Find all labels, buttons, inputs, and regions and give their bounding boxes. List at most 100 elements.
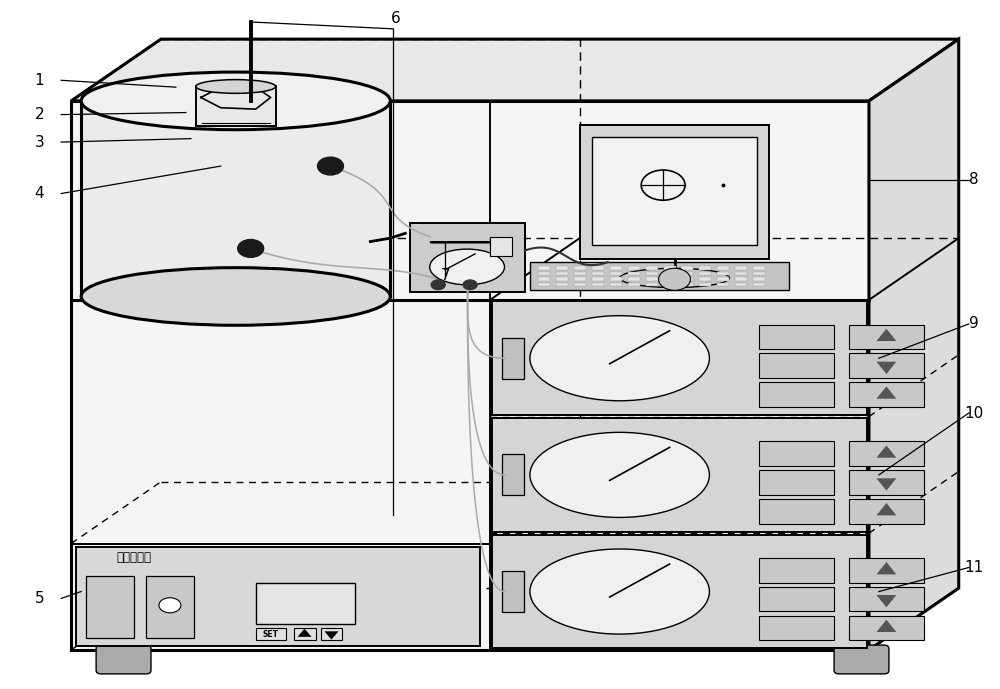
FancyBboxPatch shape [681,266,693,269]
FancyBboxPatch shape [86,576,134,637]
Ellipse shape [81,72,390,130]
FancyBboxPatch shape [502,571,524,612]
FancyBboxPatch shape [256,628,286,640]
Polygon shape [324,631,338,639]
Text: 恒温水浴锅: 恒温水浴锅 [116,551,151,564]
FancyBboxPatch shape [759,382,834,407]
FancyBboxPatch shape [717,266,729,269]
FancyBboxPatch shape [592,282,604,286]
Polygon shape [876,362,896,374]
FancyBboxPatch shape [256,583,355,624]
FancyBboxPatch shape [538,282,550,286]
FancyBboxPatch shape [681,271,693,275]
FancyBboxPatch shape [196,87,276,126]
FancyBboxPatch shape [735,271,747,275]
Polygon shape [869,39,959,650]
FancyBboxPatch shape [96,645,151,674]
Polygon shape [876,478,896,491]
FancyBboxPatch shape [849,470,924,495]
FancyBboxPatch shape [556,271,568,275]
FancyBboxPatch shape [664,266,676,269]
FancyBboxPatch shape [320,628,342,640]
FancyBboxPatch shape [849,587,924,611]
Text: 6: 6 [390,11,400,26]
FancyBboxPatch shape [574,266,586,269]
FancyBboxPatch shape [849,353,924,378]
Polygon shape [876,595,896,607]
Text: 8: 8 [969,172,978,187]
FancyBboxPatch shape [592,137,757,245]
Polygon shape [876,445,896,457]
FancyBboxPatch shape [849,441,924,466]
Polygon shape [876,503,896,515]
Text: 9: 9 [969,316,979,331]
FancyBboxPatch shape [490,237,512,256]
FancyBboxPatch shape [735,277,747,280]
FancyBboxPatch shape [759,558,834,583]
Text: 7: 7 [440,269,450,283]
FancyBboxPatch shape [592,266,604,269]
FancyBboxPatch shape [699,282,711,286]
FancyBboxPatch shape [681,277,693,280]
Circle shape [159,598,181,613]
FancyBboxPatch shape [574,277,586,280]
FancyBboxPatch shape [735,282,747,286]
FancyBboxPatch shape [849,382,924,407]
FancyBboxPatch shape [556,282,568,286]
FancyBboxPatch shape [628,282,640,286]
FancyBboxPatch shape [753,266,765,269]
FancyBboxPatch shape [759,499,834,524]
Text: 11: 11 [964,560,983,575]
FancyBboxPatch shape [76,547,480,646]
FancyBboxPatch shape [610,277,622,280]
FancyBboxPatch shape [530,262,789,289]
FancyBboxPatch shape [574,271,586,275]
FancyBboxPatch shape [753,282,765,286]
Circle shape [318,157,343,175]
Circle shape [659,268,690,290]
FancyBboxPatch shape [759,587,834,611]
FancyBboxPatch shape [556,266,568,269]
FancyBboxPatch shape [610,266,622,269]
Polygon shape [876,562,896,575]
Ellipse shape [530,549,709,634]
FancyBboxPatch shape [628,277,640,280]
Circle shape [463,280,477,289]
FancyBboxPatch shape [492,418,867,532]
FancyBboxPatch shape [753,271,765,275]
FancyBboxPatch shape [592,277,604,280]
FancyBboxPatch shape [681,282,693,286]
FancyBboxPatch shape [759,615,834,640]
FancyBboxPatch shape [492,301,867,415]
Text: SET: SET [263,630,279,639]
FancyBboxPatch shape [646,277,658,280]
FancyBboxPatch shape [849,615,924,640]
FancyBboxPatch shape [538,277,550,280]
Ellipse shape [196,80,276,93]
Text: 5: 5 [34,591,44,606]
Polygon shape [876,329,896,341]
FancyBboxPatch shape [502,454,524,495]
FancyBboxPatch shape [610,271,622,275]
FancyBboxPatch shape [699,277,711,280]
Text: 4: 4 [34,186,44,201]
Polygon shape [71,39,959,101]
FancyBboxPatch shape [849,499,924,524]
FancyBboxPatch shape [410,223,525,291]
Circle shape [238,240,264,258]
FancyBboxPatch shape [646,271,658,275]
FancyBboxPatch shape [81,101,390,296]
Ellipse shape [620,268,729,287]
Polygon shape [876,619,896,632]
Text: 2: 2 [34,107,44,122]
FancyBboxPatch shape [759,325,834,349]
Ellipse shape [530,316,709,401]
FancyBboxPatch shape [759,353,834,378]
FancyBboxPatch shape [610,282,622,286]
FancyBboxPatch shape [580,125,769,259]
Text: 10: 10 [964,406,983,420]
FancyBboxPatch shape [717,271,729,275]
FancyBboxPatch shape [574,282,586,286]
FancyBboxPatch shape [735,266,747,269]
FancyBboxPatch shape [699,266,711,269]
